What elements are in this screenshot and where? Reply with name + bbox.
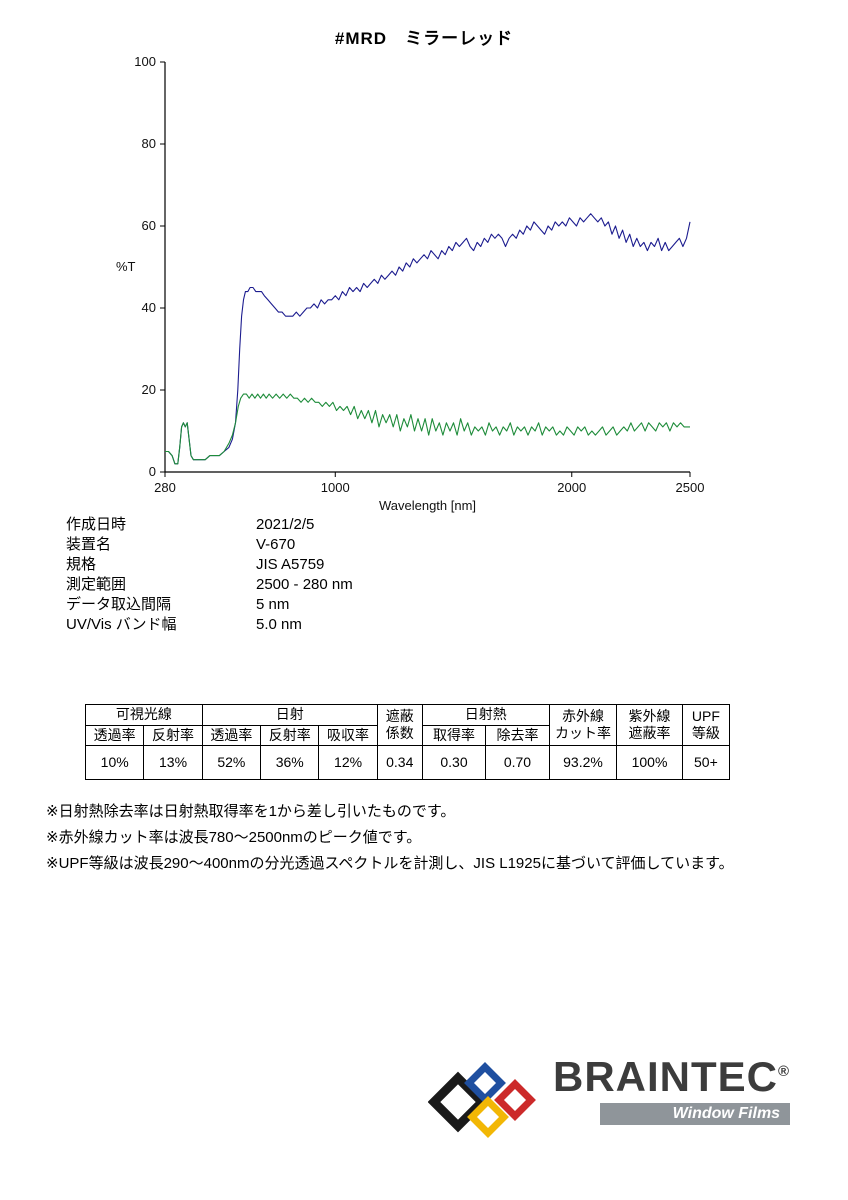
solar-reflectance-value: 36%	[260, 745, 320, 780]
meta-label: データ取込間隔	[66, 596, 172, 613]
footnote-upf: ※UPF等級は波長290〜400nmの分光透過スペクトルを計測し、JIS L19…	[46, 855, 734, 872]
spectral-chart-svg: 0 20 40 60 80 100 280 1000 2000 2500 Wavelength [n…	[116, 54, 705, 513]
logo-diamond-icon	[464, 1062, 506, 1104]
subheader-solar-transmittance: 透過率	[201, 724, 262, 746]
y-tick-label: 80	[142, 136, 156, 151]
meta-label: 規格	[66, 556, 97, 573]
brand-name: BRAINTEC®	[553, 1056, 790, 1098]
y-tick-label: 40	[142, 300, 156, 315]
subheader-visible-transmittance: 透過率	[84, 724, 145, 746]
subheader-visible-reflectance: 反射率	[143, 724, 203, 746]
spectral-chart: 0 20 40 60 80 100 280 1000 2000 2500 Wavelength [n…	[100, 50, 720, 523]
y-tick-label: 0	[149, 464, 156, 479]
logo-diamond-icon	[467, 1096, 509, 1138]
x-tick-label: 2500	[676, 480, 705, 495]
meta-row-creation-date: 作成日時 2021/2/5	[66, 515, 353, 535]
series-line-transmittance-green	[165, 393, 690, 465]
ir-cut-value: 93.2%	[548, 745, 618, 780]
footnotes: ※日射熱除去率は日射熱取得率を1から差し引いたものです。 ※赤外線カット率は波長…	[46, 800, 734, 878]
subheader-heat-rejection: 除去率	[485, 724, 550, 746]
subheader-solar-reflectance: 反射率	[260, 724, 320, 746]
optical-properties-table: 可視光線 日射 遮蔽 係数 日射熱 赤外線 カット率 紫外線 遮蔽率 UPF 等…	[84, 704, 731, 780]
meta-row-instrument: 装置名 V-670	[66, 535, 353, 555]
brand-tagline: Window Films	[600, 1103, 791, 1125]
group-header-shading-coefficient: 遮蔽 係数	[376, 704, 423, 746]
subheader-solar-absorptance: 吸収率	[318, 724, 378, 746]
footnote-ir-cut: ※赤外線カット率は波長780〜2500nmのピーク値です。	[46, 829, 422, 846]
meta-label: 装置名	[66, 536, 112, 553]
brand-logo-text: BRAINTEC® Window Films	[553, 1056, 791, 1125]
logo-diamond-icon	[428, 1071, 489, 1133]
brand-logo: BRAINTEC® Window Films	[428, 1056, 791, 1148]
measurement-metadata: 作成日時 2021/2/5 装置名 V-670 規格 JIS A5759 測定範…	[66, 515, 353, 635]
group-header-visible-light: 可視光線	[85, 704, 203, 726]
group-header-uv-block: 紫外線 遮蔽率	[616, 704, 683, 746]
meta-value: 5 nm	[256, 596, 290, 613]
x-tick-label: 1000	[321, 480, 350, 495]
page-title: #MRD ミラーレッド	[334, 29, 514, 48]
meta-value: 2500 - 280 nm	[256, 576, 353, 593]
meta-row-range: 測定範囲 2500 - 280 nm	[66, 575, 353, 595]
meta-value: 2021/2/5	[256, 516, 315, 533]
group-header-solar: 日射	[201, 704, 378, 726]
shading-coefficient-value: 0.34	[376, 745, 423, 780]
registered-trademark-icon: ®	[778, 1063, 791, 1080]
solar-transmittance-value: 52%	[201, 745, 262, 780]
meta-value: V-670	[256, 536, 296, 553]
footnote-heat-rejection: ※日射熱除去率は日射熱取得率を1から差し引いたものです。	[46, 803, 456, 820]
group-header-upf: UPF 等級	[681, 704, 731, 746]
meta-row-bandwidth: UV/Vis バンド幅 5.0 nm	[66, 615, 353, 635]
brand-name-text: BRAINTEC	[553, 1053, 778, 1100]
uv-block-value: 100%	[616, 745, 683, 780]
upf-value: 50+	[681, 745, 731, 780]
subheader-heat-gain: 取得率	[421, 724, 487, 746]
group-header-ir-cut: 赤外線 カット率	[548, 704, 618, 746]
chart-axes	[164, 62, 690, 473]
heat-rejection-value: 0.70	[485, 745, 550, 780]
x-axis-title: Wavelength [nm]	[379, 498, 476, 513]
heat-gain-value: 0.30	[421, 745, 487, 780]
logo-diamond-icon	[494, 1079, 536, 1121]
visible-reflectance-value: 13%	[143, 745, 203, 780]
y-axis-title: %T	[116, 259, 136, 274]
meta-label: UV/Vis バンド幅	[66, 616, 177, 633]
meta-row-standard: 規格 JIS A5759	[66, 555, 353, 575]
x-tick-label: 280	[154, 480, 176, 495]
meta-value: JIS A5759	[256, 556, 325, 573]
meta-row-interval: データ取込間隔 5 nm	[66, 595, 353, 615]
y-tick-label: 60	[142, 218, 156, 233]
y-tick-label: 20	[142, 382, 156, 397]
meta-label: 測定範囲	[66, 576, 127, 593]
group-header-solar-heat: 日射熱	[421, 704, 550, 726]
series-line-reflectance-navy	[165, 213, 691, 465]
visible-transmittance-value: 10%	[84, 745, 145, 780]
meta-label: 作成日時	[66, 516, 127, 533]
y-tick-label: 100	[134, 54, 156, 69]
solar-absorptance-value: 12%	[318, 745, 378, 780]
braintec-diamonds-icon	[428, 1062, 536, 1138]
meta-value: 5.0 nm	[256, 616, 302, 633]
x-tick-label: 2000	[557, 480, 586, 495]
